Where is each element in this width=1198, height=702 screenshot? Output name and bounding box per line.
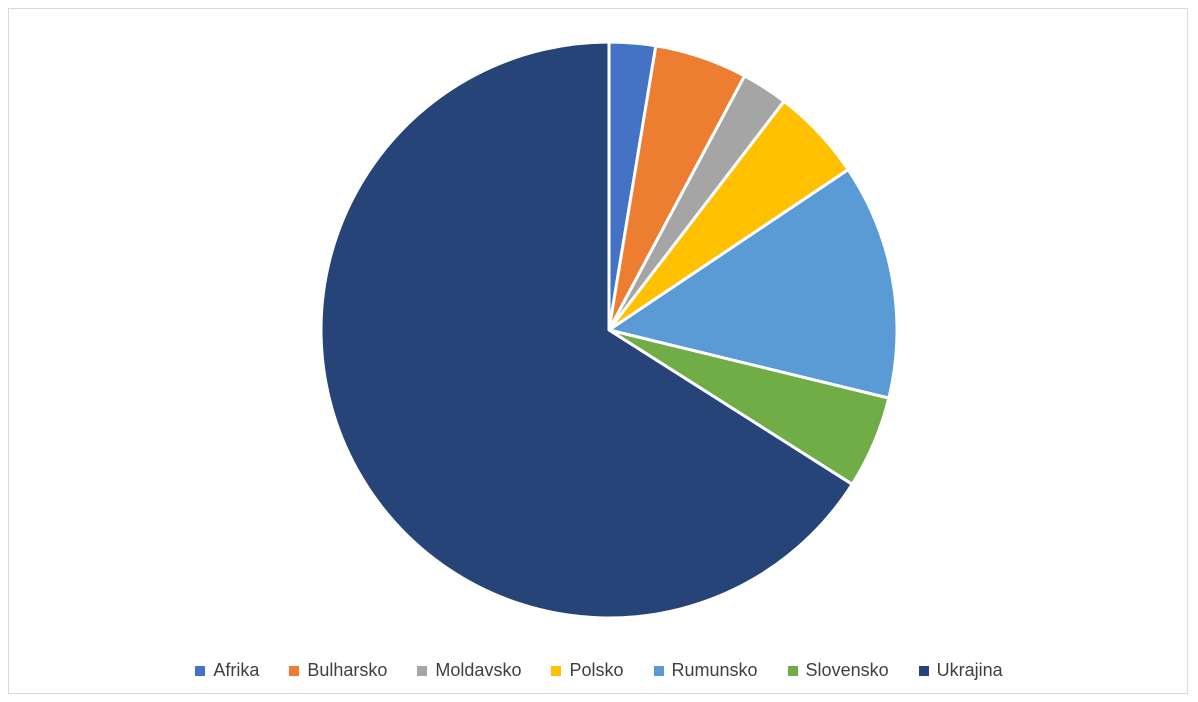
legend-label: Bulharsko [307,660,388,680]
legend-item-moldavsko: Moldavsko [417,660,521,681]
legend-item-ukrajina: Ukrajina [918,660,1003,681]
legend-label: Rumunsko [671,660,758,680]
legend-label: Moldavsko [435,660,522,680]
legend-item-rumunsko: Rumunsko [653,660,758,681]
legend-swatch [787,665,798,676]
legend-item-bulharsko: Bulharsko [289,660,387,681]
pie-chart [319,40,899,620]
legend-swatch [918,665,929,676]
legend-label: Slovensko [805,660,889,680]
legend-swatch [551,665,562,676]
legend-swatch [289,665,300,676]
legend-item-polsko: Polsko [551,660,624,681]
legend-item-slovensko: Slovensko [787,660,889,681]
legend-swatch [195,665,206,676]
legend-label: Ukrajina [936,660,1003,680]
pie-slice-rumunsko [607,168,899,400]
chart-legend: Afrika Bulharsko Moldavsko Polsko Rumunsko Sl… [0,660,1198,681]
legend-item-afrika: Afrika [195,660,259,681]
legend-label: Polsko [569,660,624,680]
legend-swatch [417,665,428,676]
pie-slice-ukrajina [319,40,854,620]
legend-label: Afrika [213,660,260,680]
legend-swatch [653,665,664,676]
